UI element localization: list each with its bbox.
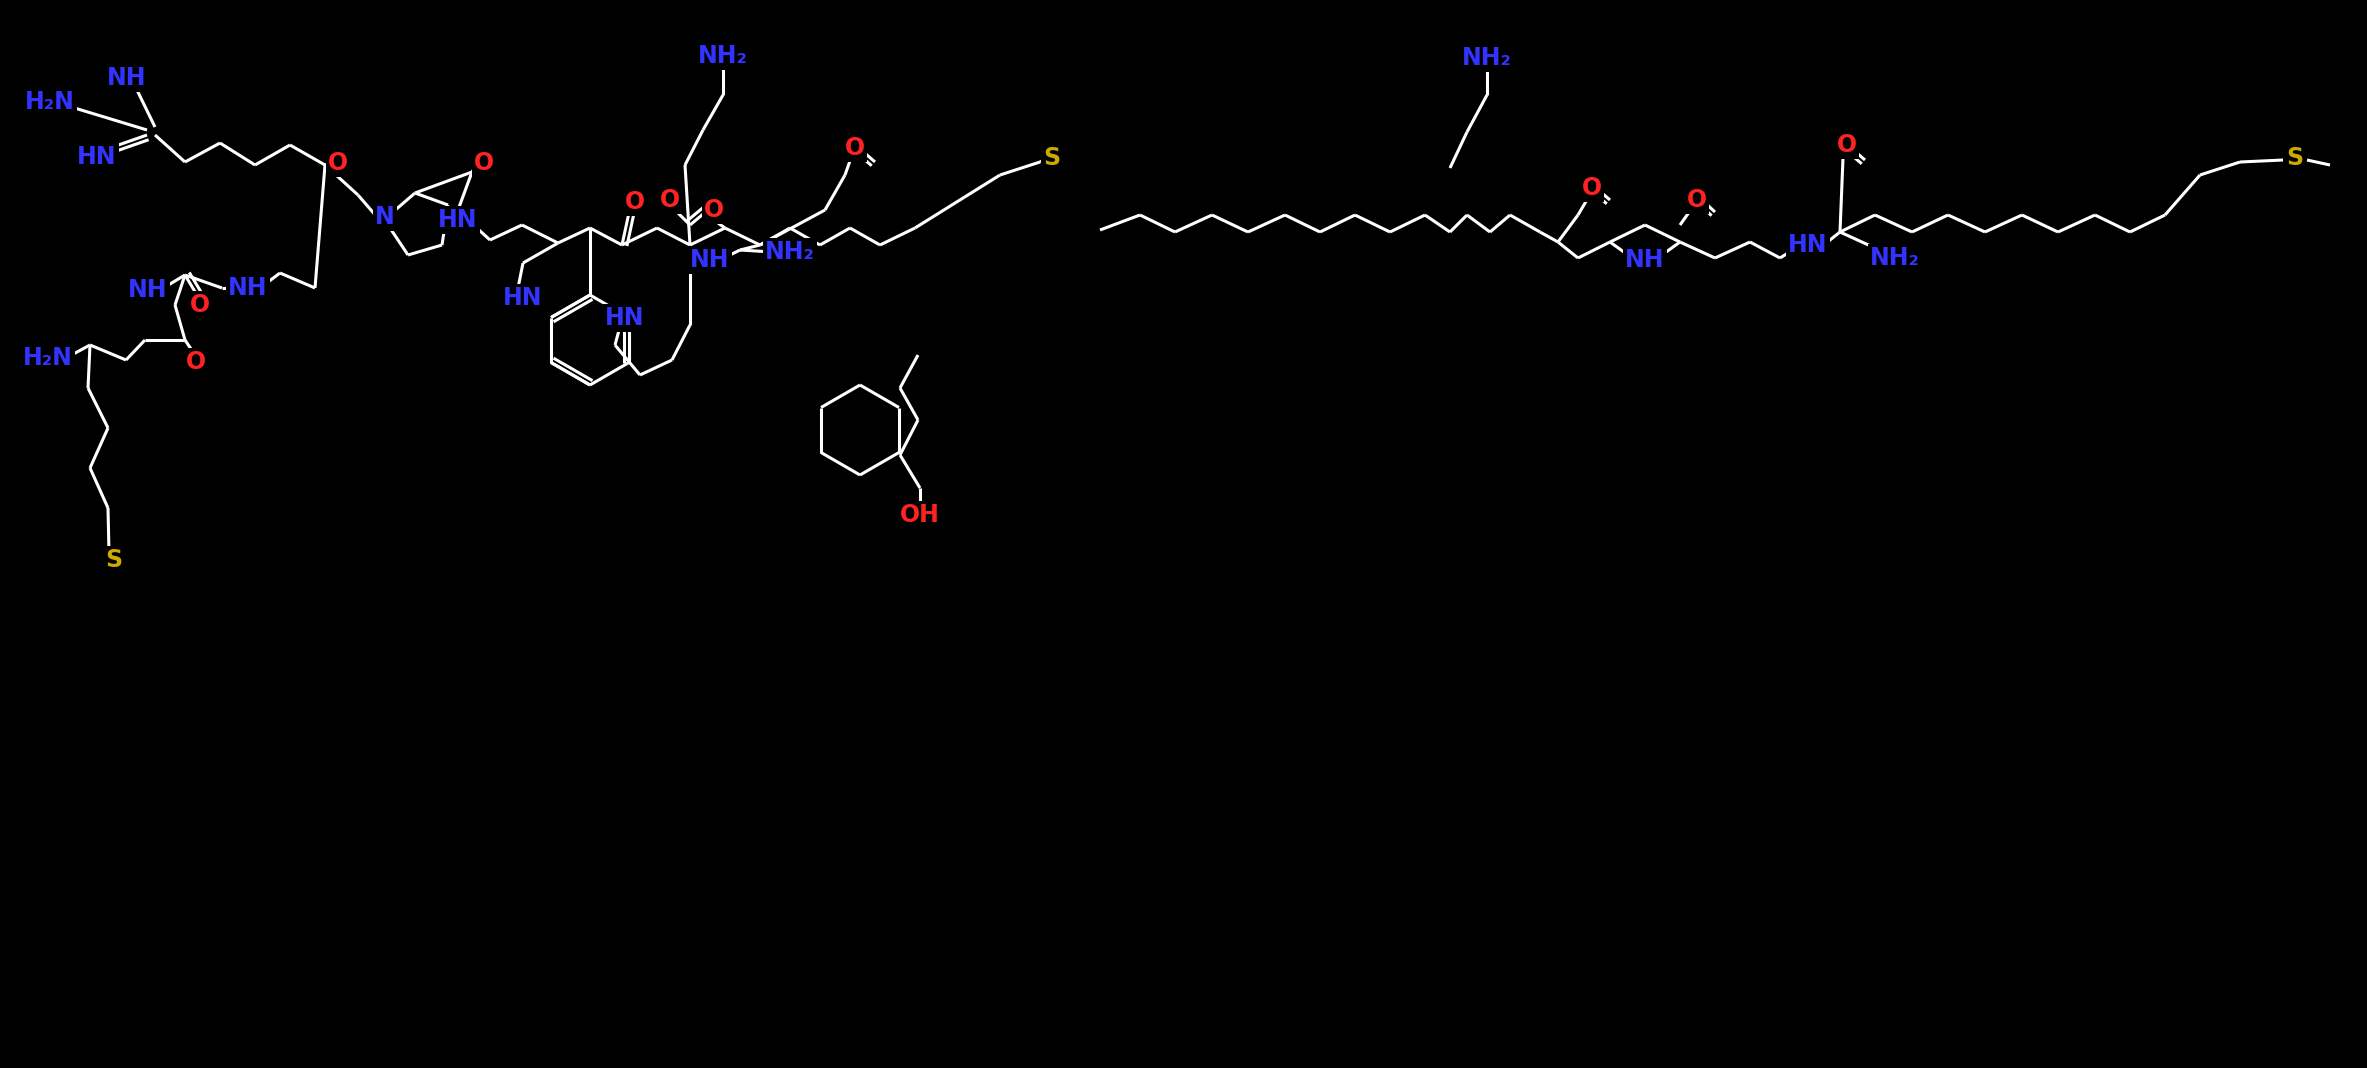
Text: O: O [473, 151, 495, 175]
Text: HN: HN [438, 208, 478, 232]
Text: N: N [374, 205, 395, 229]
Text: S: S [1044, 146, 1060, 170]
Text: HN: HN [78, 145, 116, 169]
Text: NH₂: NH₂ [1870, 246, 1920, 270]
Text: H₂N: H₂N [26, 90, 76, 114]
Text: O: O [625, 190, 646, 214]
Text: NH: NH [128, 278, 168, 302]
Text: HN: HN [1787, 233, 1827, 257]
Text: NH: NH [107, 66, 147, 90]
Text: NH₂: NH₂ [765, 240, 814, 264]
Text: O: O [660, 188, 679, 213]
Text: NH: NH [227, 276, 267, 300]
Text: HN: HN [606, 307, 644, 330]
Text: H₂N: H₂N [24, 346, 73, 370]
Text: NH: NH [691, 248, 729, 272]
Text: NH₂: NH₂ [698, 44, 748, 68]
Text: S: S [2287, 146, 2303, 170]
Text: HN: HN [504, 286, 542, 310]
Text: O: O [703, 198, 724, 222]
Text: O: O [845, 136, 864, 160]
Text: OH: OH [899, 503, 940, 527]
Text: O: O [189, 293, 211, 317]
Text: NH₂: NH₂ [1463, 46, 1513, 70]
Text: O: O [1688, 188, 1707, 213]
Text: O: O [1581, 176, 1602, 200]
Text: O: O [329, 151, 348, 175]
Text: NH: NH [1626, 248, 1664, 272]
Text: S: S [107, 548, 123, 572]
Text: O: O [187, 350, 206, 374]
Text: O: O [1837, 134, 1858, 157]
